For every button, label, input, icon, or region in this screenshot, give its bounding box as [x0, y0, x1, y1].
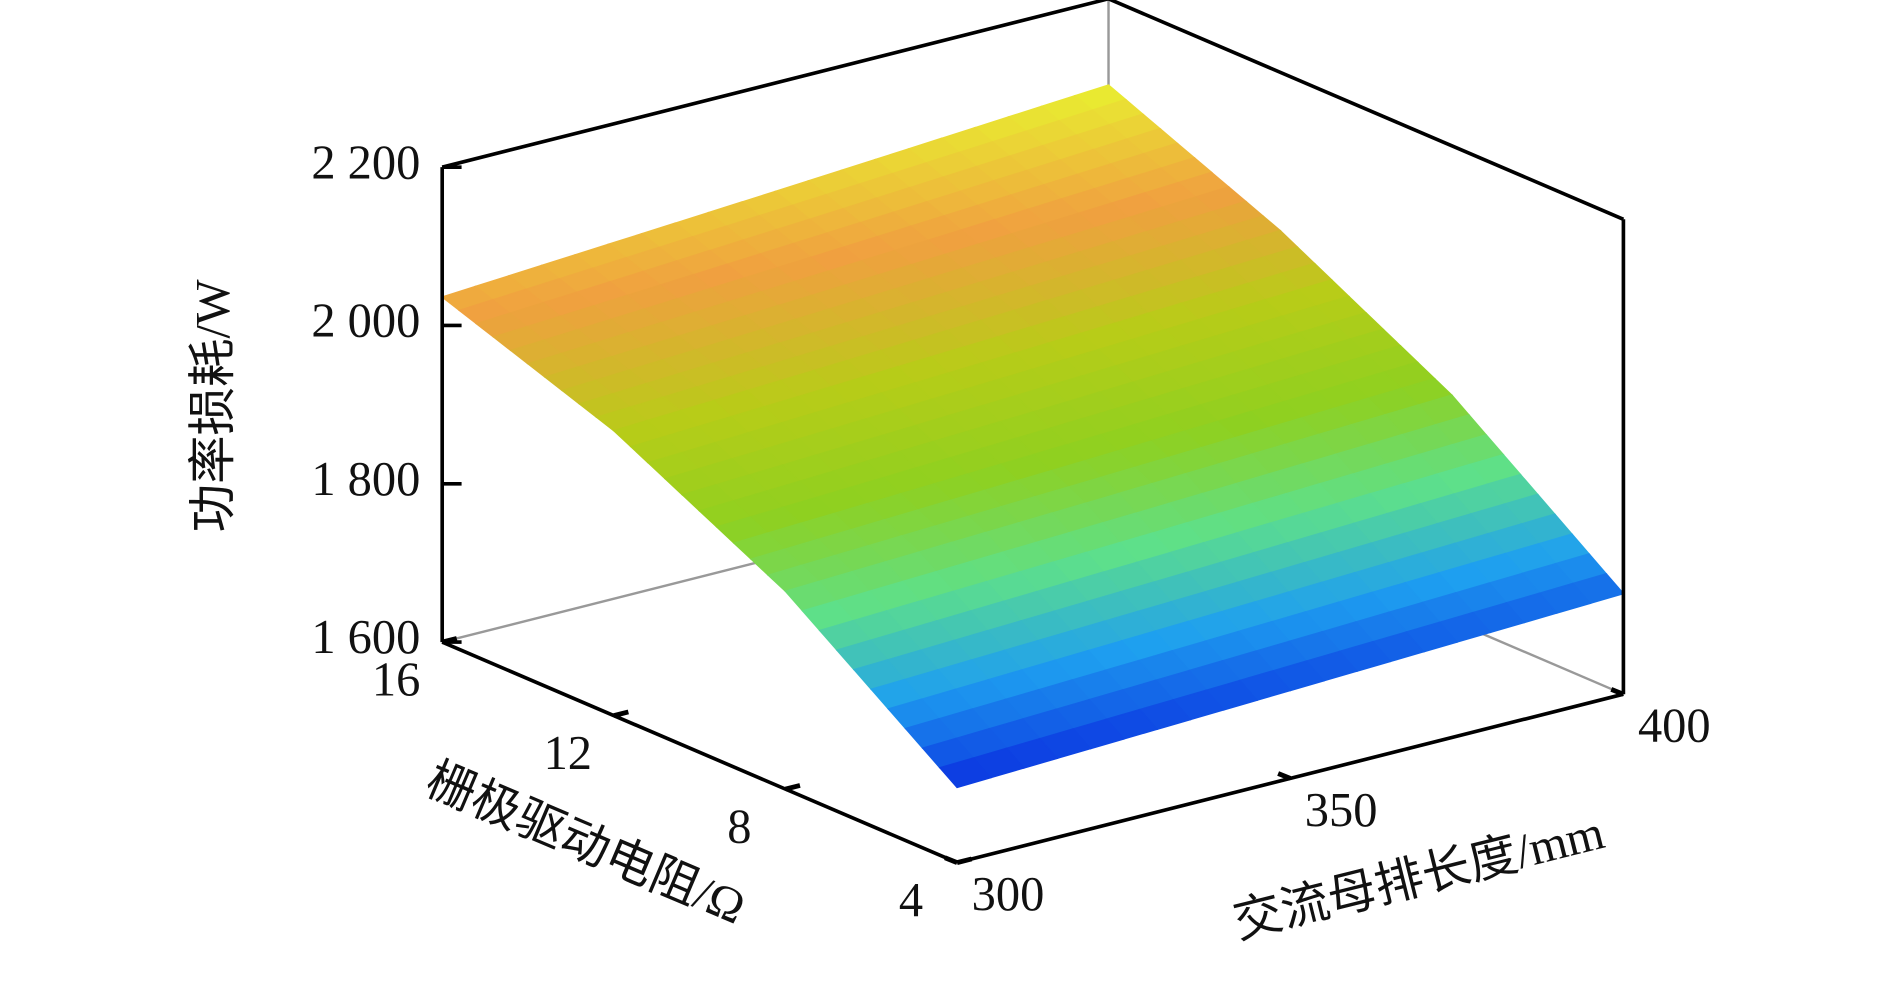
z-tick-label: 2 000 [311, 295, 420, 348]
z-tick-label: 2 200 [311, 136, 420, 189]
z-tick-label: 1 800 [311, 453, 420, 506]
y-tick-label: 12 [544, 727, 592, 780]
x-tick [1277, 771, 1292, 781]
z-tick-label: 1 600 [311, 611, 420, 664]
y-tick [613, 709, 629, 718]
x-tick-label: 350 [1305, 784, 1378, 837]
x-axis-label: 交流母排长度/mm [1228, 806, 1609, 949]
y-tick [784, 783, 801, 792]
y-tick [441, 636, 458, 645]
x-tick-label: 300 [972, 868, 1045, 921]
y-axis [441, 640, 958, 865]
z-axis-label: 功率损耗/W [187, 279, 240, 532]
y-tick-label: 4 [899, 874, 923, 927]
y-tick-label: 8 [727, 801, 751, 854]
y-axis-label: 栅极驱动电阻/Ω [419, 753, 753, 935]
box-top-edge [441, 0, 1109, 169]
surface-patch [938, 757, 992, 789]
y-tick [956, 856, 973, 865]
x-tick [1610, 687, 1625, 697]
y-tick-label: 16 [372, 654, 420, 707]
plot: 1 600 1 800 2 000 2 200 4 8 12 16 300 350 400 功率损耗/… [187, 0, 1711, 949]
x-tick [944, 855, 958, 865]
x-tick-label: 400 [1638, 700, 1711, 753]
box-top-edge [1107, 0, 1625, 221]
